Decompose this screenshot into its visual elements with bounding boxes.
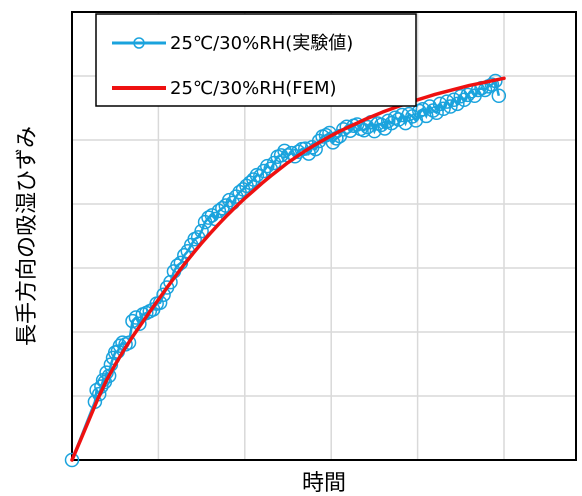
data-point-experimental	[121, 335, 137, 350]
data-point-experimental	[450, 96, 465, 112]
plot-frame	[71, 11, 577, 461]
data-point-experimental	[336, 122, 351, 137]
data-point-experimental	[436, 101, 451, 117]
data-point-experimental	[91, 386, 107, 402]
data-point-experimental	[394, 107, 410, 123]
data-point-experimental	[491, 88, 507, 104]
data-point-experimental	[221, 192, 237, 208]
data-point-experimental	[132, 316, 147, 332]
y-axis-label: 長手方向の吸湿ひずみ	[15, 126, 40, 346]
data-point-experimental	[156, 287, 171, 302]
data-point-experimental	[260, 158, 275, 174]
data-point-experimental	[201, 210, 216, 225]
series-line-fem	[70, 76, 506, 462]
series-line-experimental	[70, 78, 501, 461]
legend-box	[95, 13, 417, 107]
legend-swatch-marker	[133, 37, 145, 49]
data-point-experimental	[446, 92, 462, 108]
legend-label-experimental: 25℃/30%RH(実験値)	[170, 33, 353, 54]
legend: 25℃/30%RH(実験値) 25℃/30%RH(FEM)	[95, 13, 417, 107]
legend-entry-fem: 25℃/30%RH(FEM)	[112, 78, 337, 99]
data-point-experimental	[484, 77, 500, 92]
data-point-experimental	[64, 452, 80, 468]
data-point-experimental	[429, 105, 444, 121]
data-point-experimental	[163, 274, 178, 290]
legend-entry-experimental: 25℃/30%RH(実験値)	[112, 33, 353, 54]
legend-label-fem: 25℃/30%RH(FEM)	[170, 78, 337, 99]
data-point-experimental	[273, 148, 289, 163]
data-point-experimental	[194, 223, 209, 239]
data-point-experimental	[125, 313, 140, 329]
data-point-experimental	[374, 117, 389, 133]
data-point-experimental	[443, 99, 458, 114]
data-point-experimental	[101, 368, 117, 384]
data-point-experimental	[246, 172, 261, 187]
series-layer	[64, 73, 507, 468]
data-point-experimental	[380, 113, 396, 129]
x-axis-label: 時間	[302, 471, 346, 496]
data-point-experimental	[415, 101, 431, 117]
